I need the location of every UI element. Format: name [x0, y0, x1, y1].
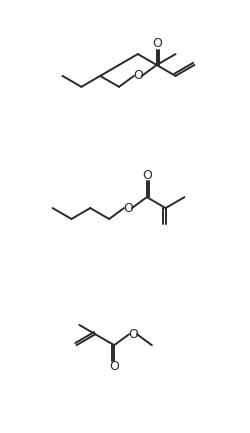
Text: O: O	[133, 69, 143, 82]
Text: O: O	[142, 169, 152, 182]
Text: O: O	[152, 37, 162, 50]
Text: O: O	[109, 360, 119, 373]
Text: O: O	[123, 201, 133, 215]
Text: O: O	[128, 328, 138, 341]
